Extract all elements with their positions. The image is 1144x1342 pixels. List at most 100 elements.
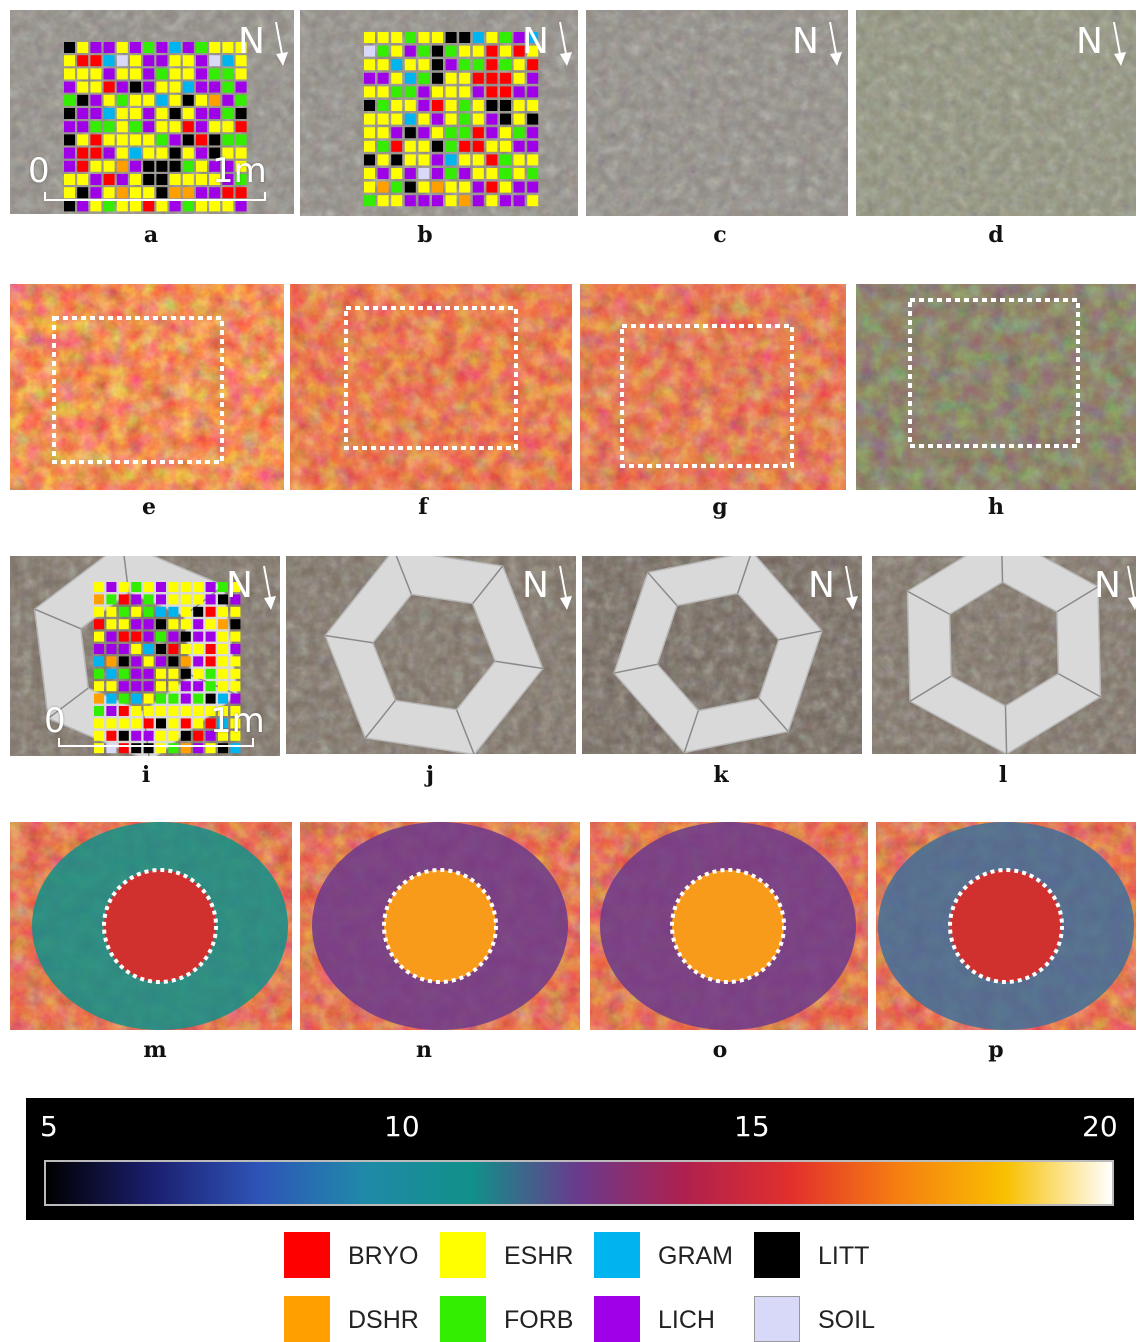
legend-swatch-litt	[754, 1232, 800, 1278]
north-arrow-icon: N	[1094, 565, 1140, 610]
panel-m-thermal	[10, 822, 292, 1030]
scale-bar-tick	[252, 738, 254, 747]
legend-label-bryo: BRYO	[348, 1242, 419, 1270]
panel-label-l: l	[998, 762, 1008, 788]
panel-e-image	[10, 284, 284, 490]
panel-label-e: e	[142, 494, 156, 520]
panel-label-m: m	[143, 1037, 167, 1063]
scale-one-meter-label: 1m	[212, 151, 267, 191]
panel-i-image	[10, 556, 280, 756]
legend-swatch-eshr	[440, 1232, 486, 1278]
legend-label-forb: FORB	[504, 1306, 574, 1334]
north-arrow-icon: N	[522, 565, 572, 610]
panel-label-n: n	[416, 1037, 432, 1063]
north-label: N	[792, 21, 819, 62]
panel-label-g: g	[712, 494, 728, 520]
arrow-down-icon	[559, 565, 572, 610]
panel-f-thermal	[290, 284, 572, 490]
panel-o-thermal	[590, 822, 868, 1030]
colorbar-tick-label: 20	[1082, 1110, 1118, 1143]
legend-label-lich: LICH	[658, 1306, 715, 1334]
panel-g-thermal	[580, 284, 846, 490]
scale-bar	[58, 745, 254, 747]
legend-swatch-bryo	[284, 1232, 330, 1278]
north-label: N	[238, 21, 265, 62]
arrow-down-icon	[1113, 21, 1126, 66]
panel-m-image	[10, 822, 292, 1030]
colorbar-tick-label: 5	[40, 1110, 58, 1143]
panel-c-image	[586, 10, 848, 216]
panel-b-image	[300, 10, 578, 216]
panel-label-o: o	[712, 1037, 728, 1063]
north-label: N	[522, 565, 549, 606]
legend-label-eshr: ESHR	[504, 1242, 574, 1270]
scale-bar	[44, 199, 266, 201]
panel-label-b: b	[417, 222, 433, 248]
north-label: N	[522, 21, 549, 62]
arrow-down-icon	[559, 21, 572, 66]
panel-a-image	[10, 10, 294, 214]
north-label: N	[1076, 21, 1103, 62]
scale-bar-tick	[44, 192, 46, 201]
panel-label-h: h	[988, 494, 1004, 520]
panel-label-k: k	[713, 762, 729, 788]
panel-c-photo	[586, 10, 848, 216]
scale-zero-label: 0	[28, 151, 50, 191]
north-arrow-icon: N	[808, 565, 858, 610]
panel-p-thermal	[876, 822, 1136, 1030]
colorbar-tick-label: 15	[734, 1110, 770, 1143]
panel-i-photo	[10, 556, 280, 756]
legend-swatch-forb	[440, 1296, 486, 1342]
scale-bar-tick	[264, 192, 266, 201]
panel-l-photo	[872, 556, 1136, 754]
legend-label-soil: SOIL	[818, 1306, 875, 1334]
north-label: N	[226, 565, 253, 606]
north-label: N	[1094, 565, 1121, 606]
panel-b-photo	[300, 10, 578, 216]
colorbar-tick-label: 10	[384, 1110, 420, 1143]
panel-n-thermal	[300, 822, 580, 1030]
panel-a-photo	[10, 10, 294, 214]
arrow-down-icon	[263, 565, 276, 610]
temperature-colorbar: 5 10 15 20	[26, 1098, 1134, 1220]
panel-label-j: j	[426, 762, 434, 788]
panel-j-photo	[286, 556, 576, 754]
north-arrow-icon: N	[1076, 21, 1126, 66]
north-arrow-icon: N	[238, 21, 288, 66]
arrow-down-icon	[845, 565, 858, 610]
panel-label-a: a	[143, 222, 159, 248]
north-label: N	[808, 565, 835, 606]
panel-j-image	[286, 556, 576, 754]
panel-label-c: c	[713, 222, 727, 248]
legend-swatch-lich	[594, 1296, 640, 1342]
legend-swatch-dshr	[284, 1296, 330, 1342]
north-arrow-icon: N	[792, 21, 842, 66]
panel-label-f: f	[418, 494, 428, 520]
panel-h-image	[856, 284, 1136, 490]
panel-d-image	[856, 10, 1136, 216]
panel-g-image	[580, 284, 846, 490]
scale-bar-tick	[58, 738, 60, 747]
panel-d-photo	[856, 10, 1136, 216]
panel-n-image	[300, 822, 580, 1030]
scale-zero-label: 0	[44, 701, 66, 741]
scale-one-meter-label: 1m	[210, 701, 265, 741]
panel-l-image	[872, 556, 1136, 754]
panel-o-image	[590, 822, 868, 1030]
legend-label-dshr: DSHR	[348, 1306, 419, 1334]
panel-label-p: p	[988, 1037, 1004, 1063]
panel-f-image	[290, 284, 572, 490]
legend-label-gram: GRAM	[658, 1242, 733, 1270]
north-arrow-icon: N	[522, 21, 572, 66]
panel-e-thermal	[10, 284, 284, 490]
legend-swatch-soil	[754, 1296, 800, 1342]
panel-label-d: d	[988, 222, 1004, 248]
panel-k-photo	[582, 556, 862, 754]
north-arrow-icon: N	[226, 565, 276, 610]
arrow-down-icon	[1127, 565, 1140, 610]
arrow-down-icon	[829, 21, 842, 66]
legend-label-litt: LITT	[818, 1242, 870, 1270]
panel-label-i: i	[141, 762, 151, 788]
colorbar-gradient	[44, 1160, 1114, 1206]
legend-swatch-gram	[594, 1232, 640, 1278]
